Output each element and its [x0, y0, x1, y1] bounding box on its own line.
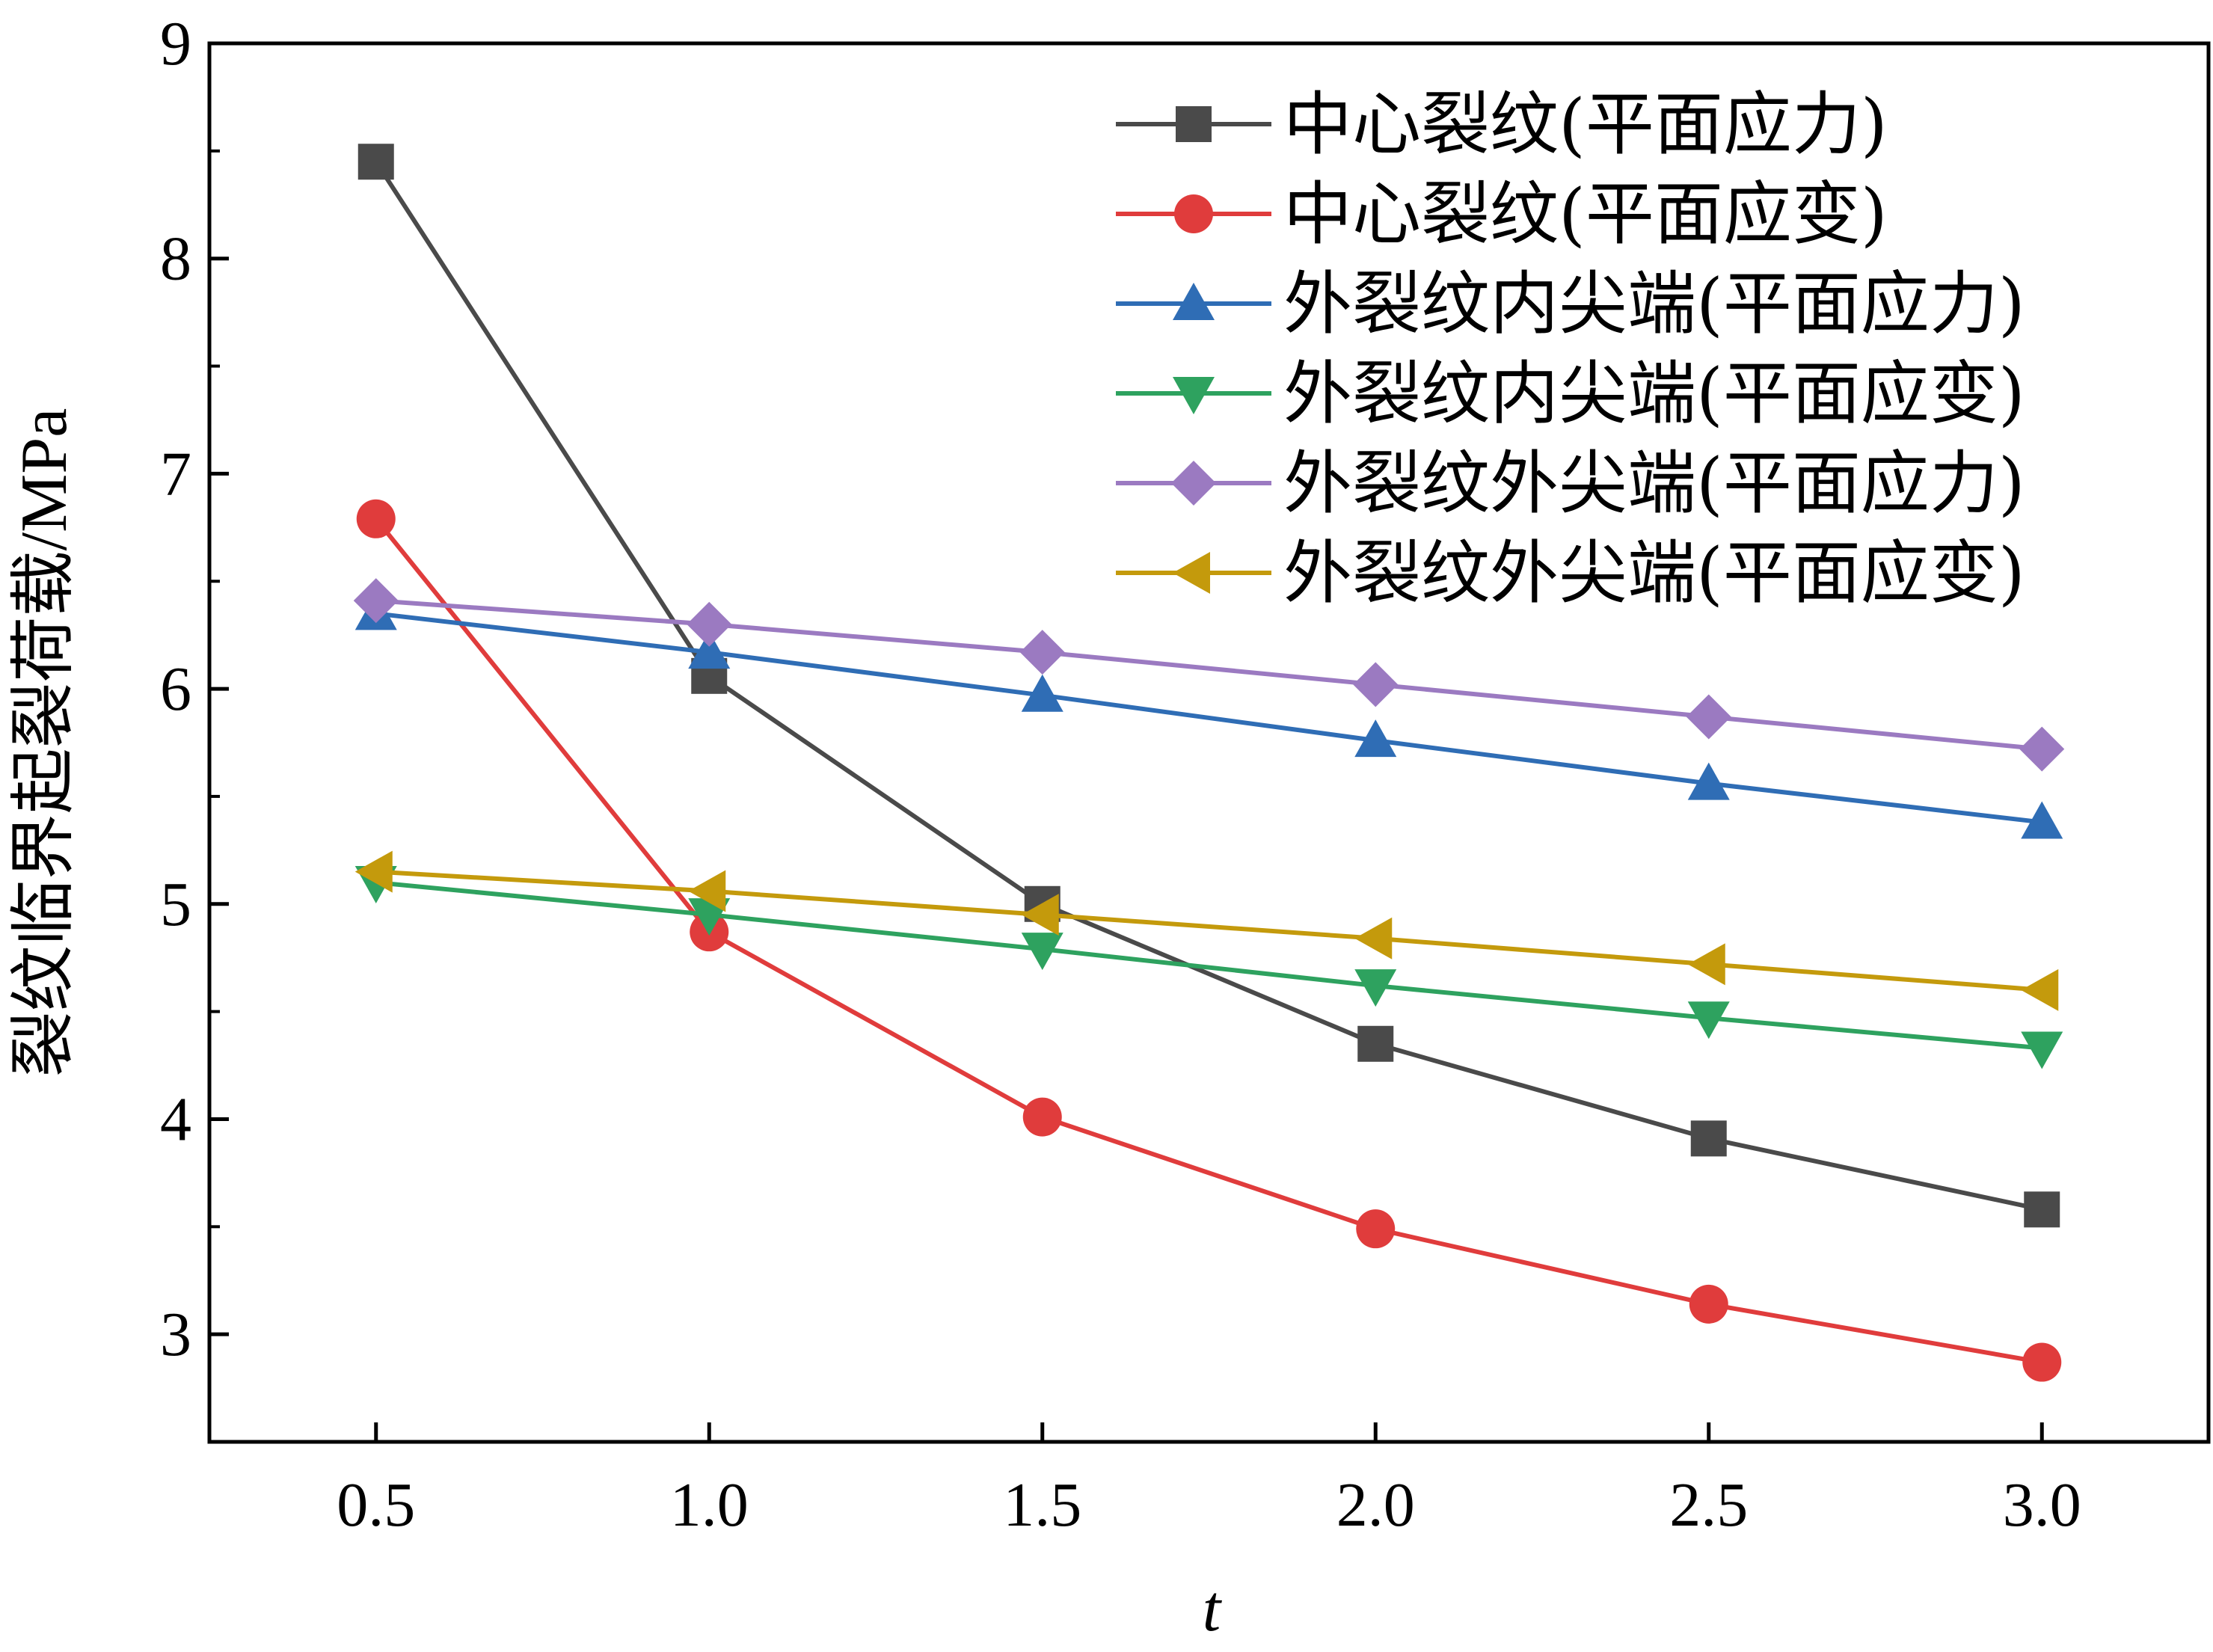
data-point — [1022, 1097, 1062, 1137]
x-tick-label: 2.0 — [1336, 1470, 1415, 1540]
legend-marker — [1173, 377, 1215, 414]
x-axis-title: t — [1203, 1573, 1223, 1645]
data-point — [1021, 933, 1063, 971]
data-point — [1687, 943, 1725, 986]
y-tick-label: 5 — [160, 870, 191, 939]
data-point — [1687, 1001, 1730, 1040]
legend-label: 外裂纹内尖端(平面应变) — [1283, 354, 2025, 434]
plot-frame — [207, 41, 2211, 1444]
y-axis-title: 裂纹临界起裂荷载/MPa — [8, 408, 81, 1078]
y-tick-label: 6 — [160, 654, 191, 724]
data-point — [1356, 1209, 1396, 1249]
data-point — [2019, 726, 2065, 772]
legend: 中心裂纹(平面应力) 中心裂纹(平面应变) 外裂纹内尖端(平面应力) 外裂纹内尖端(平… — [1116, 85, 2025, 613]
data-point — [1354, 969, 1397, 1007]
data-point — [2022, 1342, 2062, 1382]
series-4 — [354, 866, 2063, 1069]
data-point — [687, 601, 732, 647]
legend-item: 中心裂纹(平面应变) — [1116, 174, 1888, 254]
x-tick-label: 2.5 — [1669, 1470, 1748, 1540]
series-line — [375, 611, 2042, 825]
data-point — [1019, 630, 1065, 675]
series-line — [374, 517, 2042, 1365]
data-point — [1354, 917, 1393, 959]
legend-item: 中心裂纹(平面应力) — [1116, 85, 1888, 165]
data-point — [1021, 894, 1059, 936]
legend-label: 中心裂纹(平面应力) — [1283, 85, 1888, 165]
data-point — [688, 870, 726, 912]
y-tick-label: 4 — [160, 1084, 191, 1154]
legend-marker — [1171, 461, 1216, 506]
data-point — [1687, 762, 1730, 800]
legend-label: 外裂纹外尖端(平面应力) — [1283, 443, 2025, 523]
data-point — [1354, 719, 1397, 758]
data-point — [1353, 662, 1399, 707]
series-line — [375, 869, 2042, 992]
data-point — [2021, 1031, 2063, 1069]
data-point — [1686, 694, 1731, 740]
x-tick-label: 1.5 — [1003, 1470, 1081, 1540]
data-point — [2024, 1191, 2060, 1228]
y-tick-label: 7 — [160, 439, 191, 509]
series-2 — [356, 499, 2062, 1382]
data-point — [688, 631, 731, 669]
legend-item: 外裂纹内尖端(平面应力) — [1116, 264, 2025, 344]
legend-marker — [1176, 106, 1212, 142]
data-point — [2021, 968, 2059, 1011]
x-tick-label: 3.0 — [2003, 1470, 2081, 1540]
series-line — [375, 598, 2042, 752]
data-point — [2021, 801, 2063, 839]
series-line — [374, 160, 2042, 1212]
legend-item: 外裂纹内尖端(平面应变) — [1116, 354, 2025, 434]
legend-item: 外裂纹外尖端(平面应力) — [1116, 443, 2025, 523]
x-tick-label: 1.0 — [670, 1470, 749, 1540]
series-3 — [354, 592, 2063, 839]
legend-item: 外裂纹外尖端(平面应变) — [1116, 533, 2025, 613]
legend-label: 外裂纹外尖端(平面应变) — [1283, 533, 2025, 613]
y-tick-label: 8 — [160, 224, 191, 294]
x-tick-label: 0.5 — [337, 1470, 415, 1540]
series-6 — [354, 850, 2059, 1011]
data-point — [1690, 1120, 1727, 1157]
data-point — [1689, 1284, 1728, 1324]
legend-label: 中心裂纹(平面应变) — [1283, 174, 1888, 254]
legend-marker — [1173, 283, 1215, 320]
data-point — [354, 850, 393, 893]
series-line — [375, 880, 2042, 1051]
data-point — [1357, 1025, 1394, 1062]
y-tick-label: 3 — [160, 1300, 191, 1369]
data-point — [357, 144, 394, 180]
legend-marker — [1173, 552, 1210, 594]
legend-label: 外裂纹内尖端(平面应力) — [1283, 264, 2025, 344]
data-point — [1021, 674, 1063, 712]
data-point — [353, 578, 399, 624]
legend-marker — [1174, 194, 1213, 233]
data-point — [356, 499, 396, 538]
y-tick-label: 9 — [160, 9, 191, 79]
series-5 — [353, 578, 2065, 772]
